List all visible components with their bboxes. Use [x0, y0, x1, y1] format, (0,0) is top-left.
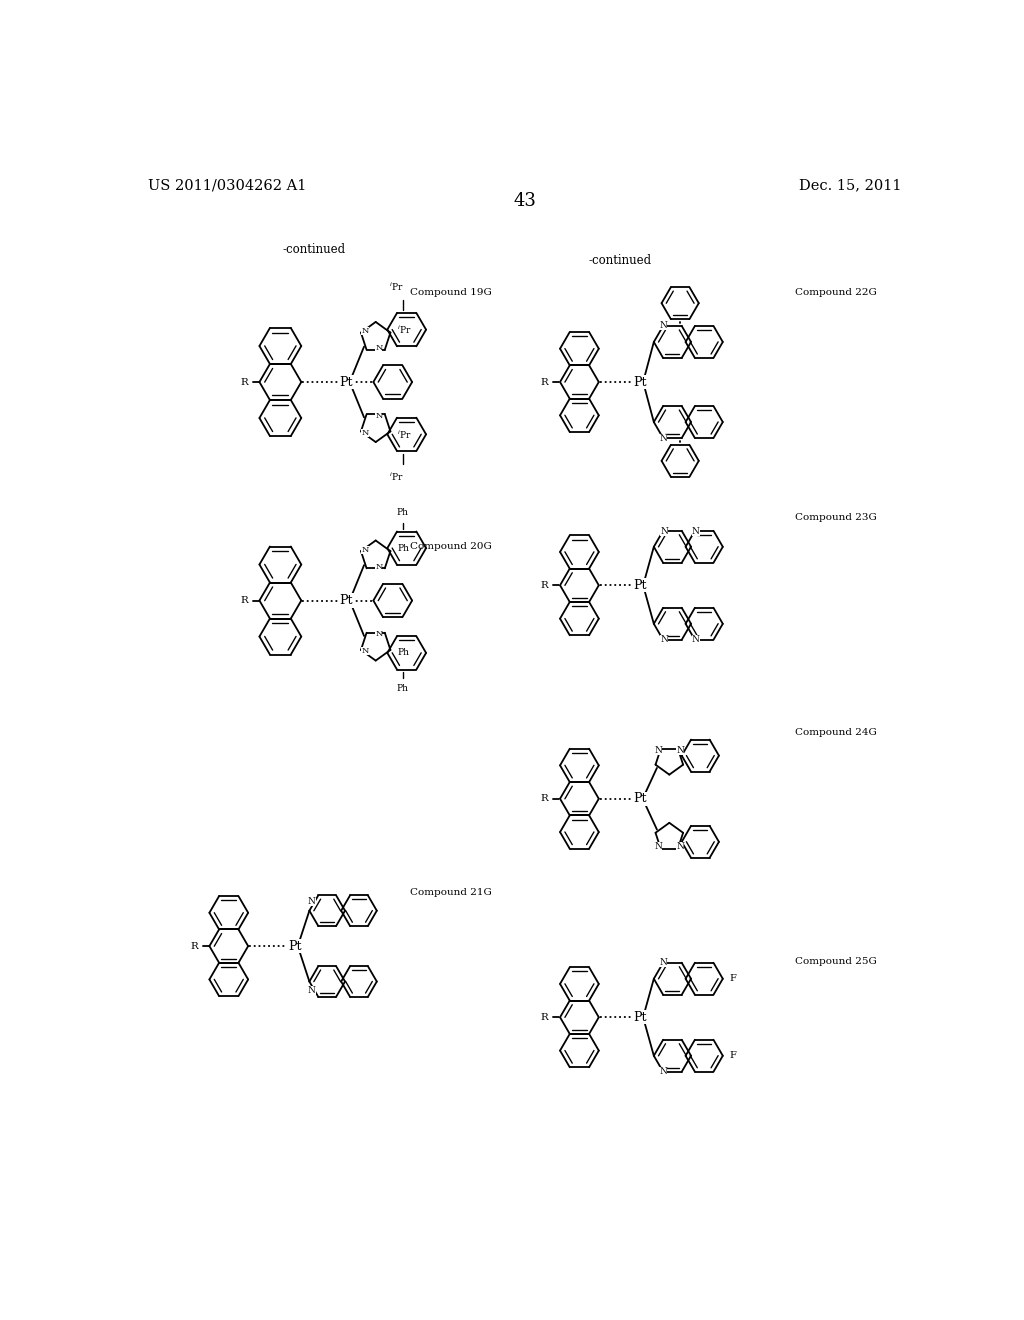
Text: N: N: [375, 631, 383, 639]
Text: N: N: [375, 412, 383, 420]
Text: N: N: [692, 635, 699, 644]
Text: Pt: Pt: [340, 375, 353, 388]
Text: N: N: [361, 429, 369, 437]
Text: N: N: [361, 545, 369, 553]
Text: -continued: -continued: [283, 243, 346, 256]
Text: N: N: [375, 345, 383, 352]
Text: Pt: Pt: [340, 594, 353, 607]
Text: -continued: -continued: [589, 253, 651, 267]
Text: Ph: Ph: [397, 544, 410, 553]
Text: US 2011/0304262 A1: US 2011/0304262 A1: [147, 178, 306, 193]
Text: N: N: [659, 958, 667, 968]
Text: N: N: [676, 747, 684, 755]
Text: $^i$Pr: $^i$Pr: [397, 428, 412, 441]
Text: Ph: Ph: [397, 685, 409, 693]
Text: F: F: [729, 1051, 736, 1060]
Text: N: N: [308, 986, 315, 995]
Text: R: R: [240, 378, 248, 387]
Text: N: N: [361, 647, 369, 655]
Text: $^i$Pr: $^i$Pr: [389, 470, 403, 483]
Text: N: N: [308, 898, 315, 907]
Text: Dec. 15, 2011: Dec. 15, 2011: [800, 178, 902, 193]
Text: Compound 21G: Compound 21G: [410, 888, 492, 896]
Text: N: N: [659, 434, 667, 442]
Text: Pt: Pt: [633, 375, 646, 388]
Text: N: N: [361, 327, 369, 335]
Text: N: N: [660, 635, 668, 644]
Text: N: N: [692, 527, 699, 536]
Text: $^i$Pr: $^i$Pr: [397, 323, 412, 335]
Text: N: N: [676, 842, 684, 851]
Text: Ph: Ph: [397, 508, 409, 516]
Text: N: N: [375, 562, 383, 570]
Text: Pt: Pt: [633, 792, 646, 805]
Text: R: R: [541, 581, 549, 590]
Text: N: N: [659, 321, 667, 330]
Text: Pt: Pt: [633, 578, 646, 591]
Text: F: F: [729, 974, 736, 983]
Text: N: N: [659, 1068, 667, 1076]
Text: Compound 19G: Compound 19G: [410, 288, 492, 297]
Text: Compound 23G: Compound 23G: [795, 512, 877, 521]
Text: R: R: [541, 378, 549, 387]
Text: Compound 22G: Compound 22G: [795, 288, 877, 297]
Text: Ph: Ph: [397, 648, 410, 657]
Text: Pt: Pt: [288, 940, 301, 953]
Text: Compound 24G: Compound 24G: [795, 729, 877, 737]
Text: R: R: [541, 1012, 549, 1022]
Text: Compound 25G: Compound 25G: [795, 957, 877, 966]
Text: $^i$Pr: $^i$Pr: [389, 281, 403, 293]
Text: R: R: [240, 597, 248, 605]
Text: R: R: [190, 941, 198, 950]
Text: R: R: [541, 795, 549, 804]
Text: N: N: [660, 527, 668, 536]
Text: 43: 43: [513, 193, 537, 210]
Text: Compound 20G: Compound 20G: [410, 543, 492, 552]
Text: Pt: Pt: [633, 1011, 646, 1024]
Text: N: N: [654, 842, 663, 851]
Text: N: N: [654, 747, 663, 755]
